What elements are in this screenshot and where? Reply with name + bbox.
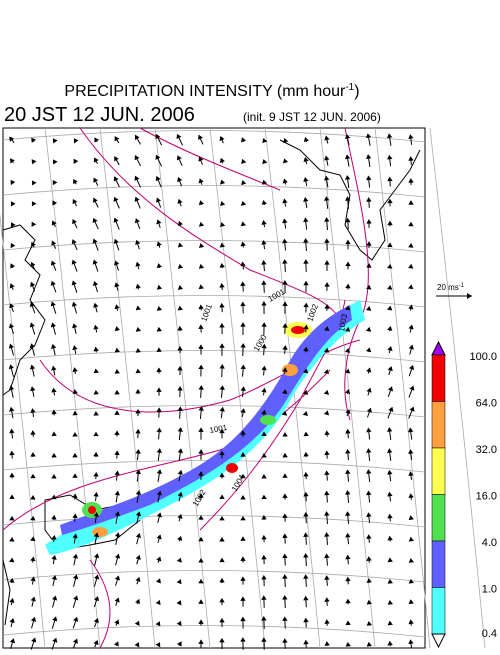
colorbar-label: 64.0: [476, 397, 497, 409]
colorbar-segment: [432, 448, 445, 495]
colorbar-label: 100.0: [469, 351, 497, 363]
wind-scale: 20 ms-1: [436, 283, 472, 299]
colorbar-label: 16.0: [476, 490, 497, 502]
title: PRECIPITATION INTENSITY (mm hour-1): [64, 82, 359, 100]
colorbar-label: 0.4: [482, 628, 497, 640]
valid-time: 20 JST 12 JUN. 2006: [4, 104, 195, 126]
colorbar-segment: [432, 495, 445, 542]
rain-core: [291, 326, 305, 334]
colorbar-label: 1.0: [482, 583, 497, 595]
colorbar-segment: [432, 402, 445, 449]
rain-core: [226, 463, 238, 473]
init-time: (init. 9 JST 12 JUN. 2006): [243, 110, 381, 124]
colorbar-segment: [432, 355, 445, 402]
rain-core: [260, 415, 276, 425]
colorbar-label: 4.0: [482, 537, 497, 549]
colorbar-segment: [432, 588, 445, 635]
rain-core: [88, 506, 96, 514]
colorbar-top: [432, 342, 445, 355]
colorbar: 100.0 64.0 32.0 16.0 4.0 1.0 0.4: [432, 342, 497, 647]
colorbar-bottom: [432, 634, 445, 647]
rain-core: [92, 527, 108, 537]
colorbar-segment: [432, 541, 445, 588]
wind-scale-label: 20 ms-1: [437, 283, 465, 292]
wind-scale-head: [467, 293, 472, 299]
colorbar-label: 32.0: [476, 444, 497, 456]
